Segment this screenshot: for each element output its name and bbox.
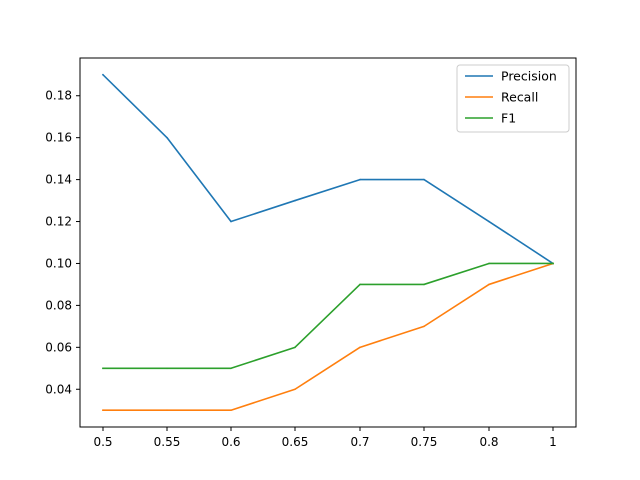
legend-label-precision: Precision xyxy=(501,69,557,84)
data-point-precision xyxy=(294,199,296,202)
series-layer xyxy=(101,73,555,412)
data-point-f1 xyxy=(230,367,232,370)
series-line-f1 xyxy=(102,262,554,370)
data-point-precision xyxy=(166,136,168,139)
x-axis: 0.5 0.55 0.6 0.65 0.7 0.75 0.8 1 xyxy=(93,427,557,449)
data-point-precision xyxy=(359,178,361,181)
x-tick-label: 0.8 xyxy=(479,435,498,449)
plot-frame xyxy=(79,57,577,428)
data-point-f1 xyxy=(102,367,104,370)
data-point-f1 xyxy=(294,346,296,349)
series-line-recall xyxy=(102,262,555,412)
data-point-precision xyxy=(488,220,490,223)
data-point-f1 xyxy=(423,283,425,286)
legend: Precision Recall F1 xyxy=(456,64,570,133)
data-point-f1 xyxy=(166,367,168,370)
x-tick-label: 0.65 xyxy=(282,435,309,449)
data-point-precision xyxy=(230,220,232,223)
y-tick-label: 0.14 xyxy=(45,173,72,187)
data-point-recall xyxy=(423,325,425,328)
data-point-f1 xyxy=(488,262,490,265)
legend-box xyxy=(456,64,570,133)
x-tick-label: 0.55 xyxy=(154,435,181,449)
y-tick-label: 0.04 xyxy=(45,382,72,396)
data-point-recall xyxy=(230,409,232,412)
y-tick-label: 0.16 xyxy=(45,131,72,145)
legend-label-recall: Recall xyxy=(501,90,538,105)
x-tick-label: 0.6 xyxy=(221,435,240,449)
data-point-precision xyxy=(423,178,425,181)
data-point-precision xyxy=(102,73,104,76)
data-point-recall xyxy=(488,283,490,286)
data-point-f1 xyxy=(359,283,361,286)
data-point-recall xyxy=(294,388,296,391)
data-point-recall xyxy=(359,346,361,349)
x-tick-label: 1 xyxy=(549,435,557,449)
series-line-precision xyxy=(101,73,555,265)
data-point-recall xyxy=(102,409,104,412)
y-tick-label: 0.18 xyxy=(45,89,72,103)
data-point-f1 xyxy=(552,262,554,265)
y-tick-label: 0.12 xyxy=(45,215,72,229)
y-tick-label: 0.10 xyxy=(45,256,72,270)
y-axis: 0.04 0.06 0.08 0.10 0.12 0.14 0.16 0.18 xyxy=(45,89,80,396)
legend-label-f1: F1 xyxy=(501,111,516,126)
x-tick-label: 0.75 xyxy=(411,435,438,449)
y-tick-label: 0.08 xyxy=(45,298,72,312)
y-tick-label: 0.06 xyxy=(45,340,72,354)
x-tick-label: 0.5 xyxy=(93,435,112,449)
x-tick-label: 0.7 xyxy=(350,435,369,449)
plot-border xyxy=(79,57,577,428)
data-point-recall xyxy=(166,409,168,412)
